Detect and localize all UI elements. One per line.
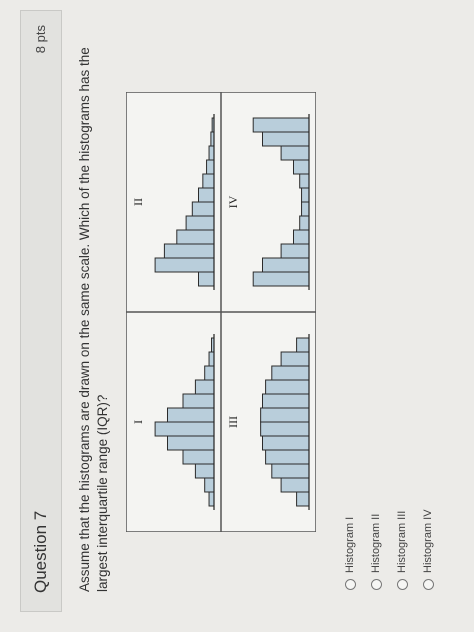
histogram-bar xyxy=(182,393,215,409)
histogram-bar xyxy=(198,187,215,203)
histogram-bar xyxy=(163,243,215,259)
histogram-bar xyxy=(185,215,215,231)
histogram-bar xyxy=(299,215,310,231)
radio-button[interactable] xyxy=(344,579,356,590)
histogram-bar xyxy=(280,145,310,161)
histogram-bar xyxy=(252,271,310,287)
option-label: Histogram III xyxy=(396,510,408,573)
histogram-bar xyxy=(271,365,310,381)
histogram-bar xyxy=(182,449,215,465)
histogram-bar xyxy=(265,449,310,465)
question-text: Assume that the histograms are drawn on … xyxy=(77,47,110,592)
histogram-bar xyxy=(262,393,310,409)
histogram-bar xyxy=(296,491,310,507)
histogram-bar xyxy=(301,187,310,203)
histogram-bar xyxy=(191,201,215,217)
histogram-bar xyxy=(262,257,310,273)
histogram-label: II xyxy=(131,198,145,206)
radio-button[interactable] xyxy=(422,579,434,590)
option-label: Histogram I xyxy=(344,516,356,573)
histogram-bar xyxy=(176,229,215,245)
histogram-label: IV xyxy=(226,195,240,208)
histogram-bar xyxy=(194,379,215,395)
histogram-bar xyxy=(262,131,310,147)
histogram-bar xyxy=(299,173,310,189)
histogram-bar xyxy=(301,201,310,217)
histogram-bar xyxy=(208,351,215,367)
question-points: 8 pts xyxy=(33,25,48,54)
option-label: Histogram II xyxy=(370,513,382,573)
option[interactable]: Histogram II xyxy=(370,514,382,590)
histogram-bar xyxy=(202,173,215,189)
histogram-bar xyxy=(204,365,215,381)
radio-button[interactable] xyxy=(396,579,408,590)
histogram-bar xyxy=(208,491,215,507)
histogram-bar xyxy=(280,351,310,367)
option[interactable]: Histogram III xyxy=(396,511,408,590)
histogram-bar xyxy=(154,421,215,437)
histogram-bar xyxy=(260,421,310,437)
option-label: Histogram IV xyxy=(422,509,434,573)
histogram-bar xyxy=(265,379,310,395)
histogram-bar xyxy=(271,463,310,479)
histogram-label: III xyxy=(226,416,240,428)
histogram-bar xyxy=(293,229,310,245)
radio-button[interactable] xyxy=(370,579,382,590)
histogram-bar xyxy=(252,117,310,133)
question-title: Question 7 xyxy=(31,510,50,593)
histogram-bar xyxy=(167,435,215,451)
histogram-bar xyxy=(204,477,215,493)
histogram-bar xyxy=(262,435,310,451)
option[interactable]: Histogram I xyxy=(344,517,356,590)
histogram-bar xyxy=(280,477,310,493)
histogram-bar xyxy=(206,159,215,175)
histogram-bar xyxy=(194,463,215,479)
question-header: Question 7 8 pts xyxy=(20,10,62,612)
histogram-bar xyxy=(154,257,215,273)
option[interactable]: Histogram IV xyxy=(422,509,434,590)
histogram-bar xyxy=(198,271,215,287)
histogram-bar xyxy=(208,145,215,161)
histogram-label: I xyxy=(131,420,145,424)
histogram-bar xyxy=(296,337,310,353)
histogram-bar xyxy=(293,159,310,175)
histogram-bar xyxy=(167,407,215,423)
histogram-bar xyxy=(260,407,310,423)
histogram-bar xyxy=(280,243,310,259)
